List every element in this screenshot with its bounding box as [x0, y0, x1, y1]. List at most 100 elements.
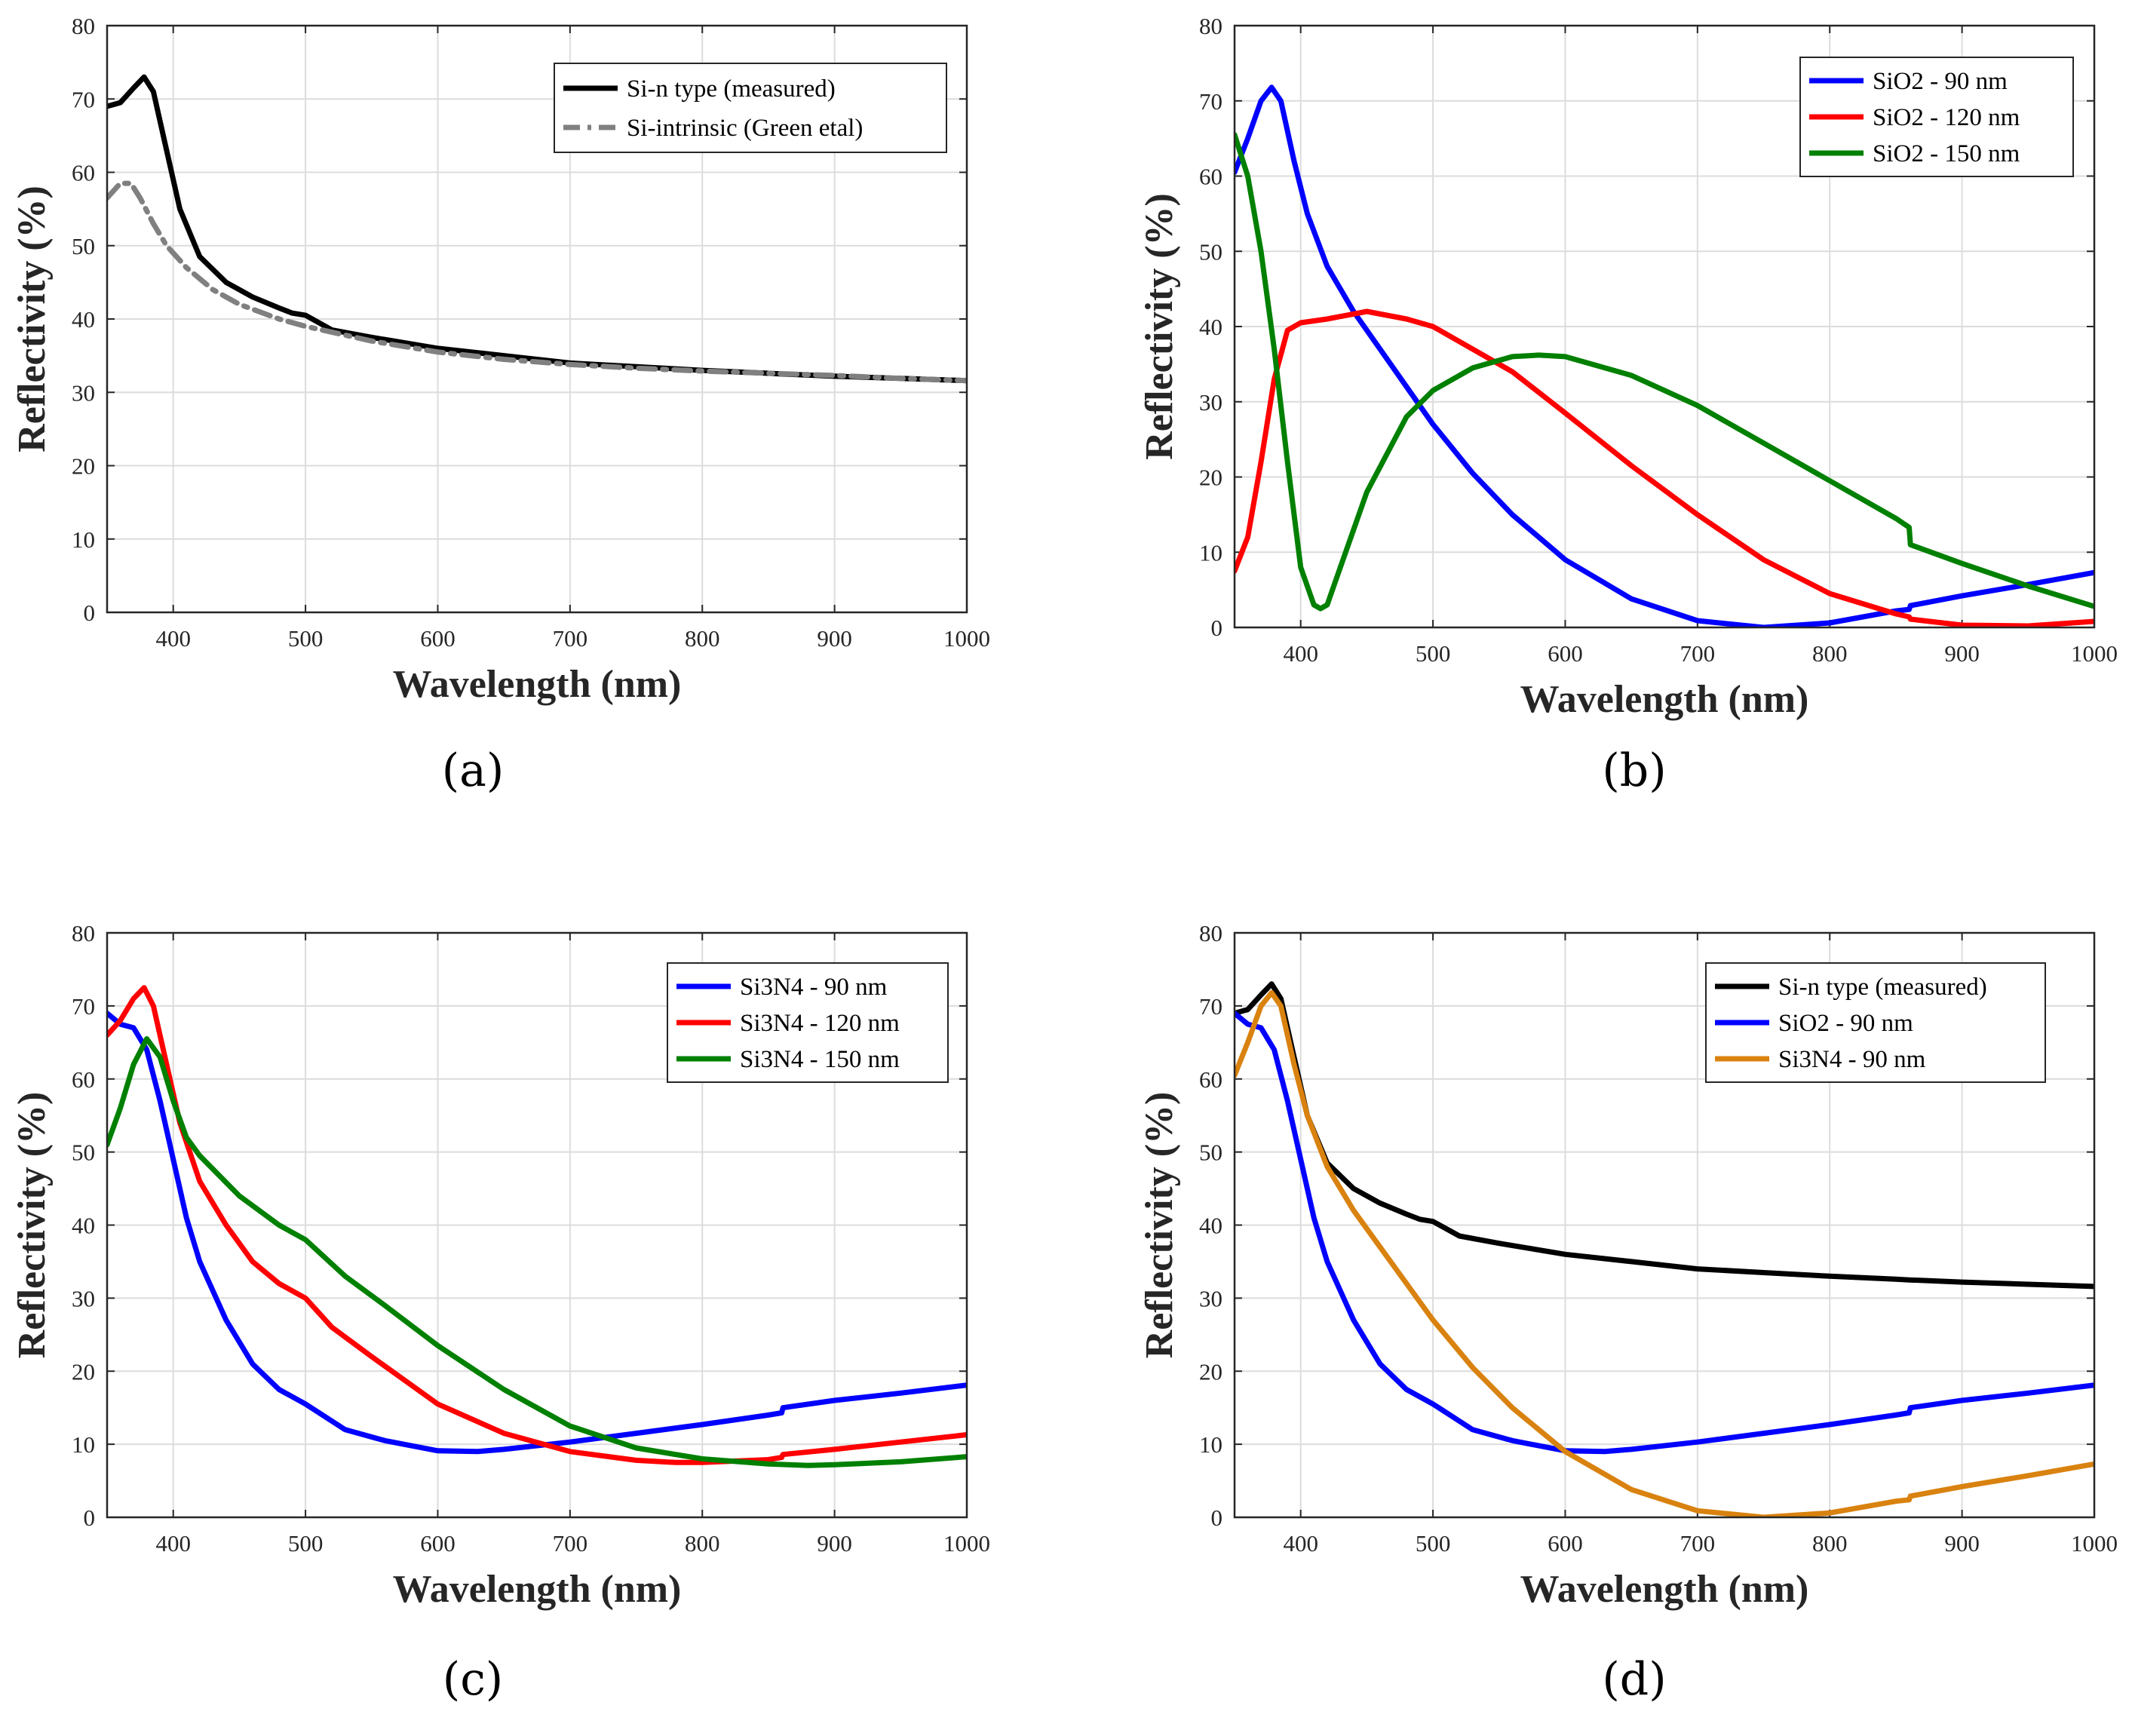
x-tick-label: 700: [553, 625, 588, 652]
legend-entry: Si-n type (measured): [1778, 974, 1987, 1001]
legend-entry: Si3N4 - 90 nm: [740, 974, 888, 1001]
series-group: [107, 74, 967, 384]
legend: Si-n type (measured) SiO2 - 90 nm Si3N4 - …: [1705, 962, 2046, 1083]
y-tick-label: 80: [72, 920, 95, 946]
x-tick-label: 900: [1944, 640, 1980, 667]
x-tick-label: 1000: [943, 625, 990, 652]
y-axis-label: Reflectivity (%): [1138, 193, 1181, 460]
x-tick-label: 400: [1283, 640, 1318, 667]
y-tick-label: 40: [1199, 314, 1222, 340]
y-tick-label: 20: [1199, 465, 1222, 491]
x-tick-label: 900: [817, 1530, 852, 1557]
y-tick-label: 0: [1211, 615, 1223, 641]
legend: SiO2 - 90 nm SiO2 - 120 nm SiO2 - 150 nm: [1799, 57, 2074, 177]
legend: Si-n type (measured) Si-intrinsic (Green …: [554, 63, 947, 153]
y-tick-label: 70: [1199, 88, 1222, 115]
x-tick-label: 600: [420, 625, 456, 652]
panel-caption: (a): [442, 744, 505, 797]
x-tick-label: 700: [1680, 1530, 1716, 1557]
panel-caption: (d): [1602, 1653, 1666, 1706]
series-group: [1235, 84, 2094, 627]
x-axis-label: Wavelength (nm): [1520, 678, 1809, 721]
panel-caption: (b): [1602, 744, 1666, 797]
x-tick-label: 900: [817, 625, 852, 652]
x-tick-label: 800: [1812, 1530, 1848, 1557]
panel-c: 400 500 600 700 800 900 1000 0 10 20 30 40 50 60 70 80 W…: [11, 920, 990, 1706]
y-tick-label: 40: [72, 306, 95, 333]
series-line-si-n-type-measured: [1235, 981, 2094, 1290]
y-tick-label: 0: [1211, 1504, 1223, 1531]
y-tick-label: 50: [1199, 1139, 1222, 1166]
axes-frame: [1233, 931, 2096, 1519]
y-tick-label: 10: [1199, 539, 1222, 566]
legend-entry: SiO2 - 90 nm: [1873, 68, 2008, 95]
x-tick-label: 900: [1944, 1530, 1980, 1557]
legend-entry: Si3N4 - 90 nm: [1778, 1046, 1926, 1073]
series-line-sio2-120-nm: [1235, 308, 2094, 627]
y-tick-label: 30: [1199, 389, 1222, 416]
legend-entry: Si3N4 - 150 nm: [740, 1046, 900, 1073]
x-tick-label: 700: [553, 1530, 588, 1557]
y-tick-label: 70: [72, 993, 95, 1020]
y-tick-label: 60: [1199, 1066, 1222, 1093]
legend-entry: Si3N4 - 120 nm: [740, 1010, 900, 1037]
y-tick-label: 60: [72, 1066, 95, 1093]
axes-frame: [1233, 24, 2096, 629]
axes-frame: [106, 24, 968, 614]
y-tick-label: 60: [72, 160, 95, 186]
x-tick-label: 800: [1812, 640, 1848, 667]
panel-b: 400 500 600 700 800 900 1000 0 10 20 30 40 50 60 70 80 W…: [1138, 13, 2118, 797]
x-axis-label: Wavelength (nm): [393, 1568, 682, 1611]
y-tick-label: 50: [72, 233, 95, 259]
x-tick-label: 500: [288, 1530, 324, 1557]
y-tick-label: 0: [84, 600, 96, 626]
x-tick-label: 400: [1283, 1530, 1318, 1557]
series-line-sio2-90-nm: [1235, 84, 2094, 627]
y-axis-label: Reflectivity (%): [11, 1092, 54, 1359]
y-axis-label: Reflectivity (%): [1138, 1092, 1181, 1359]
x-tick-label: 500: [1416, 640, 1451, 667]
legend-entry: SiO2 - 150 nm: [1873, 140, 2020, 167]
y-tick-label: 10: [72, 526, 95, 553]
x-tick-label: 1000: [943, 1530, 990, 1557]
y-tick-label: 0: [84, 1504, 96, 1531]
panel-caption: (c): [443, 1653, 503, 1706]
y-tick-label: 40: [72, 1213, 95, 1239]
x-tick-label: 400: [155, 625, 191, 652]
x-tick-label: 500: [1416, 1530, 1451, 1557]
series-line-si3n4-90-nm: [107, 1011, 967, 1455]
y-tick-label: 60: [1199, 164, 1222, 190]
x-tick-label: 1000: [2071, 640, 2118, 667]
axes-frame: [106, 931, 968, 1519]
legend-box: [554, 63, 947, 153]
x-tick-label: 800: [685, 1530, 720, 1557]
legend-entry: SiO2 - 120 nm: [1873, 104, 2020, 131]
legend-entry: Si-n type (measured): [627, 75, 836, 103]
legend-box: [1799, 57, 2074, 177]
y-tick-label: 50: [1199, 238, 1222, 265]
x-tick-label: 600: [420, 1530, 456, 1557]
x-tick-label: 700: [1680, 640, 1716, 667]
y-tick-label: 10: [1199, 1431, 1222, 1458]
y-tick-label: 20: [1199, 1358, 1222, 1385]
y-tick-label: 20: [72, 453, 95, 480]
legend-entry: Si-intrinsic (Green etal): [627, 115, 863, 142]
series-line-si3n4-90-nm: [1235, 989, 2094, 1517]
y-tick-label: 80: [72, 13, 95, 39]
x-tick-label: 500: [288, 625, 324, 652]
series-line-si3n4-120-nm: [107, 985, 967, 1465]
y-tick-label: 70: [1199, 993, 1222, 1020]
panel-a: 400 500 600 700 800 900 1000 0 10 20 30 40 50 60 70 80 W…: [11, 13, 990, 797]
x-tick-label: 600: [1548, 1530, 1583, 1557]
y-tick-label: 70: [72, 86, 95, 112]
y-tick-label: 20: [72, 1358, 95, 1385]
x-tick-label: 1000: [2071, 1530, 2118, 1557]
y-tick-label: 80: [1199, 13, 1222, 39]
series-line-sio2-150-nm: [1235, 132, 2094, 612]
y-axis-label: Reflectivity (%): [11, 186, 54, 452]
y-tick-label: 30: [72, 1285, 95, 1311]
y-tick-label: 30: [1199, 1285, 1222, 1311]
y-tick-label: 40: [1199, 1213, 1222, 1239]
legend-entry: SiO2 - 90 nm: [1778, 1010, 1913, 1037]
